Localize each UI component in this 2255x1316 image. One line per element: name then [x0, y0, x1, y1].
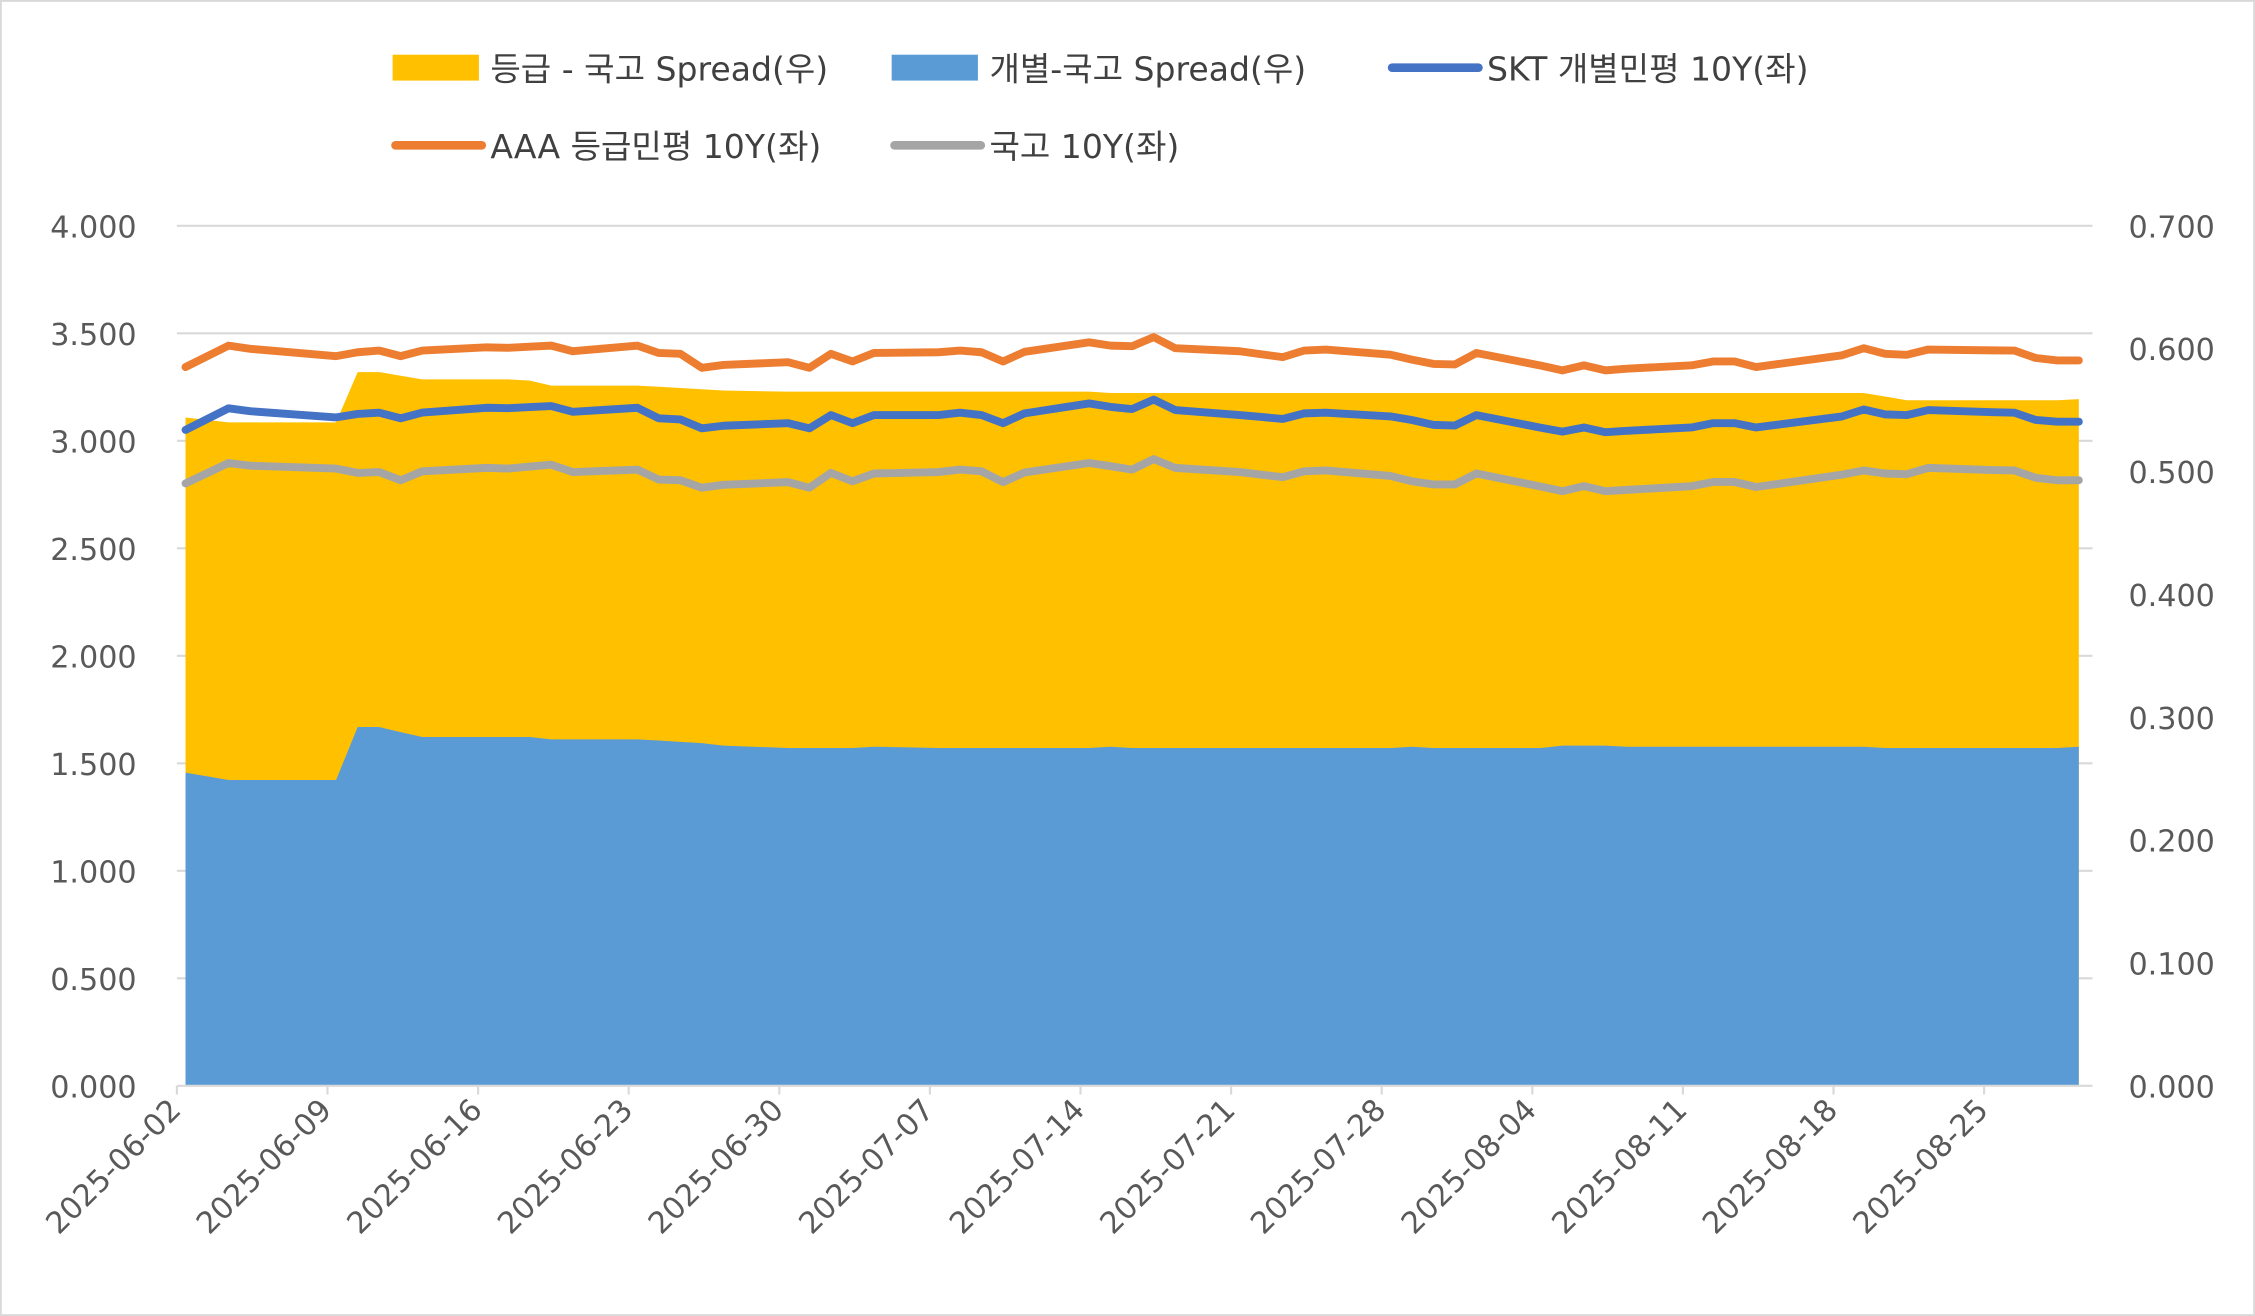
y-left-tick-label: 2.000	[50, 640, 136, 675]
area-series-1	[185, 727, 2079, 1086]
line-series-2	[181, 395, 2083, 437]
area-series	[185, 372, 2079, 1086]
y-left-tick-label: 3.500	[50, 318, 136, 353]
y-right-tick-label: 0.700	[2128, 210, 2214, 245]
y-right-tick-label: 0.200	[2128, 825, 2214, 860]
y-right-tick-label: 0.500	[2128, 456, 2214, 491]
y-right-tick-label: 0.300	[2128, 702, 2214, 737]
y-left-tick-label: 3.000	[50, 425, 136, 460]
legend-label-aaa: AAA 등급민평 10Y(좌)	[490, 127, 821, 166]
y-left-tick-label: 2.500	[50, 533, 136, 568]
y-right-tick-label: 0.600	[2128, 333, 2214, 368]
legend-label-skt: SKT 개별민평 10Y(좌)	[1487, 50, 1808, 89]
line-series-3	[181, 333, 2083, 375]
y-left-tick-label: 0.000	[50, 1070, 136, 1105]
legend-label-grade-spread: 등급 - 국고 Spread(우)	[490, 50, 828, 89]
y-left-tick-label: 1.500	[50, 748, 136, 783]
legend-label-individual-spread: 개별-국고 Spread(우)	[989, 50, 1306, 89]
y-left-tick-label: 1.000	[50, 855, 136, 890]
legend-swatch-grade-spread	[392, 54, 479, 81]
y-right-tick-label: 0.400	[2128, 579, 2214, 614]
y-right-tick-label: 0.000	[2128, 1070, 2214, 1105]
legend-label-gov: 국고 10Y(좌)	[989, 127, 1179, 166]
line-series-4	[181, 455, 2083, 496]
legend: 등급 - 국고 Spread(우) 개별-국고 Spread(우) SKT 개별…	[391, 50, 1809, 166]
y-left-tick-label: 4.000	[50, 210, 136, 245]
line-series	[181, 333, 2083, 496]
legend-swatch-individual-spread	[891, 54, 978, 81]
y-right-tick-label: 0.100	[2128, 947, 2214, 982]
y-left-tick-label: 0.500	[50, 963, 136, 998]
